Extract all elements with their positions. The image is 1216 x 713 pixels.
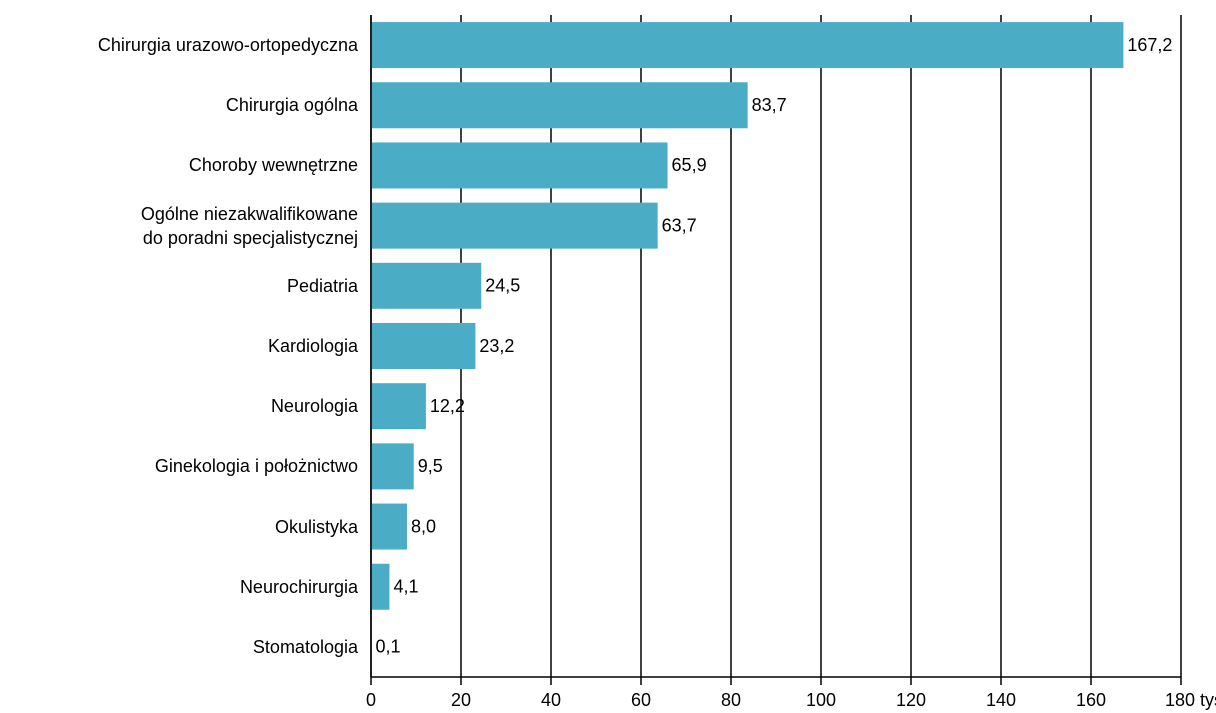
bar: [371, 82, 748, 129]
category-label: Ginekologia i położnictwo: [154, 456, 358, 477]
value-label: 63,7: [662, 215, 697, 235]
x-tick-label: 120: [896, 690, 926, 710]
bar: [371, 142, 668, 189]
category-label: Chirurgia urazowo-ortopedyczna: [97, 35, 358, 56]
x-tick-label: 160: [1076, 690, 1106, 710]
bar: [371, 262, 482, 309]
category-label: Choroby wewnętrzne: [188, 155, 358, 176]
x-tick-label: 180 tys.: [1165, 690, 1216, 710]
category-label: Kardiologia: [267, 336, 358, 356]
value-label: 0,1: [375, 637, 400, 657]
x-tick-label: 100: [806, 690, 836, 710]
x-tick-label: 60: [631, 690, 651, 710]
x-tick-label: 80: [721, 690, 741, 710]
bar: [371, 503, 407, 550]
value-label: 24,5: [485, 276, 520, 296]
value-label: 23,2: [479, 336, 514, 356]
x-tick-label: 20: [451, 690, 471, 710]
category-label: Chirurgia ogólna: [225, 95, 358, 116]
category-label: Neurologia: [270, 396, 358, 417]
value-label: 9,5: [418, 456, 443, 476]
category-label: Neurochirurgia: [239, 576, 358, 597]
value-label: 8,0: [411, 516, 436, 536]
category-label: Pediatria: [286, 275, 358, 296]
value-label: 83,7: [752, 95, 787, 115]
category-label: Ogólne niezakwalifikowane do poradni spe…: [140, 203, 358, 248]
value-label: 167,2: [1127, 35, 1172, 55]
bar: [371, 202, 658, 249]
value-label: 12,2: [430, 396, 465, 416]
category-label: Stomatologia: [252, 636, 358, 657]
x-tick-label: 0: [366, 690, 376, 710]
bar: [371, 22, 1124, 69]
bar: [371, 563, 390, 610]
category-label: Okulistyka: [274, 516, 358, 537]
x-tick-label: 140: [986, 690, 1016, 710]
x-tick-label: 40: [541, 690, 561, 710]
value-label: 4,1: [393, 576, 418, 596]
bar: [371, 383, 426, 430]
bar: [371, 443, 414, 490]
bar: [371, 323, 476, 369]
value-label: 65,9: [672, 155, 707, 175]
